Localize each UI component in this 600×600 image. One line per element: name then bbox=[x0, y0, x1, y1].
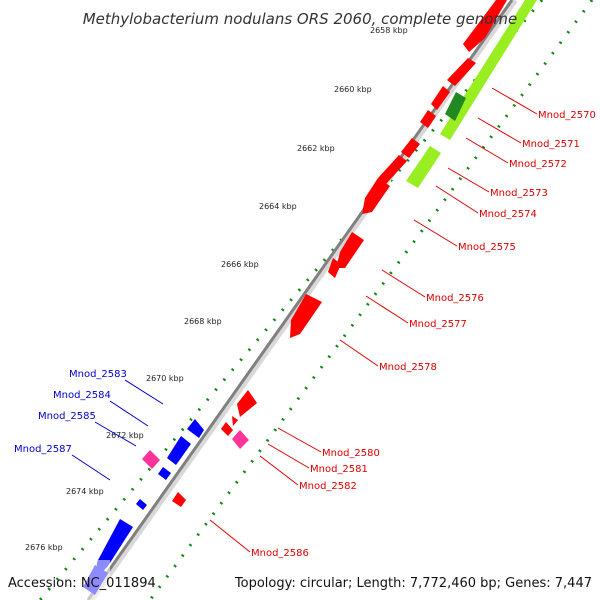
rna-box bbox=[142, 450, 160, 469]
gene-arrow bbox=[167, 436, 191, 465]
gene-arrow bbox=[447, 58, 476, 86]
kbp-ticks: 2658 kbp 2660 kbp 2662 kbp 2664 kbp 2666… bbox=[25, 26, 408, 552]
gene-arrow bbox=[290, 294, 322, 338]
leader-lines bbox=[71, 87, 538, 553]
topology-summary: Topology: circular; Length: 7,772,460 bp… bbox=[234, 576, 592, 591]
gc-track bbox=[406, 0, 537, 188]
gene-arrow bbox=[328, 258, 341, 278]
kbp-tick-label: 2676 kbp bbox=[25, 543, 63, 552]
gene-label-mnod-2575: Mnod_2575 bbox=[458, 242, 516, 253]
gene-label-mnod-2573: Mnod_2573 bbox=[490, 188, 548, 199]
leader-line bbox=[109, 400, 149, 427]
leader-line bbox=[447, 167, 490, 193]
leader-line bbox=[435, 185, 479, 214]
rna-box bbox=[232, 430, 249, 449]
gene-label-mnod-2584: Mnod_2584 bbox=[53, 390, 111, 401]
leader-line bbox=[339, 339, 379, 367]
kbp-tick-label: 2662 kbp bbox=[297, 144, 335, 153]
gene-arrow bbox=[362, 178, 390, 214]
gene-label-mnod-2582: Mnod_2582 bbox=[299, 481, 357, 492]
gene-arrow bbox=[187, 419, 204, 438]
leader-line bbox=[465, 137, 509, 164]
genome-title: Methylobacterium nodulans ORS 2060, comp… bbox=[83, 10, 518, 28]
leader-line bbox=[413, 219, 458, 247]
gene-label-mnod-2583: Mnod_2583 bbox=[69, 369, 127, 380]
kbp-tick-label: 2658 kbp bbox=[370, 26, 408, 35]
gene-arrow bbox=[232, 416, 238, 426]
gene-label-mnod-2586: Mnod_2586 bbox=[251, 548, 309, 559]
gene-arrow bbox=[221, 422, 233, 436]
leader-line bbox=[71, 454, 111, 481]
leader-line bbox=[259, 455, 299, 486]
gene-label-mnod-2585: Mnod_2585 bbox=[38, 411, 96, 422]
accession-text: Accession: NC_011894 bbox=[8, 576, 156, 591]
gene-arrow bbox=[401, 138, 420, 158]
kbp-tick-label: 2674 kbp bbox=[66, 487, 104, 496]
leader-line bbox=[277, 427, 322, 453]
kbp-tick-label: 2660 kbp bbox=[334, 85, 372, 94]
gene-label-mnod-2581: Mnod_2581 bbox=[310, 464, 368, 475]
gene-label-mnod-2570: Mnod_2570 bbox=[538, 110, 596, 121]
kbp-tick-label: 2664 kbp bbox=[259, 202, 297, 211]
leader-line bbox=[267, 443, 310, 469]
rna-genes bbox=[142, 430, 249, 469]
forward-genes bbox=[172, 0, 507, 507]
gene-label-mnod-2578: Mnod_2578 bbox=[379, 362, 437, 373]
forward-gene-labels: Mnod_2570 Mnod_2571 Mnod_2572 Mnod_2573 … bbox=[251, 110, 596, 559]
kbp-tick-label: 2670 kbp bbox=[146, 374, 184, 383]
leader-line bbox=[209, 519, 251, 553]
kbp-tick-label: 2672 kbp bbox=[106, 431, 144, 440]
gene-label-mnod-2576: Mnod_2576 bbox=[426, 293, 484, 304]
leader-line bbox=[381, 269, 426, 298]
leader-line bbox=[94, 421, 137, 447]
leader-line bbox=[491, 87, 538, 115]
leader-line bbox=[365, 295, 409, 324]
gene-label-mnod-2587: Mnod_2587 bbox=[14, 444, 72, 455]
gene-label-mnod-2572: Mnod_2572 bbox=[509, 159, 567, 170]
gene-label-mnod-2574: Mnod_2574 bbox=[479, 209, 537, 220]
gene-arrow bbox=[336, 232, 364, 268]
gene-label-mnod-2577: Mnod_2577 bbox=[409, 319, 467, 330]
gene-label-mnod-2580: Mnod_2580 bbox=[322, 448, 380, 459]
gene-arrow bbox=[136, 499, 147, 510]
gene-arrow bbox=[378, 155, 407, 184]
gene-arrow bbox=[463, 0, 507, 52]
gene-arrow bbox=[420, 110, 436, 128]
kbp-tick-label: 2666 kbp bbox=[221, 260, 259, 269]
leader-line bbox=[477, 117, 522, 144]
kbp-tick-label: 2668 kbp bbox=[184, 317, 222, 326]
gene-arrow bbox=[237, 390, 257, 417]
leader-line bbox=[124, 379, 164, 405]
gene-arrow bbox=[172, 492, 186, 507]
gene-arrow bbox=[431, 86, 450, 110]
gene-label-mnod-2571: Mnod_2571 bbox=[522, 139, 580, 150]
reverse-gene-labels: Mnod_2583 Mnod_2584 Mnod_2585 Mnod_2587 bbox=[14, 369, 127, 455]
edge-fade bbox=[70, 560, 110, 600]
gene-arrow bbox=[158, 467, 171, 480]
